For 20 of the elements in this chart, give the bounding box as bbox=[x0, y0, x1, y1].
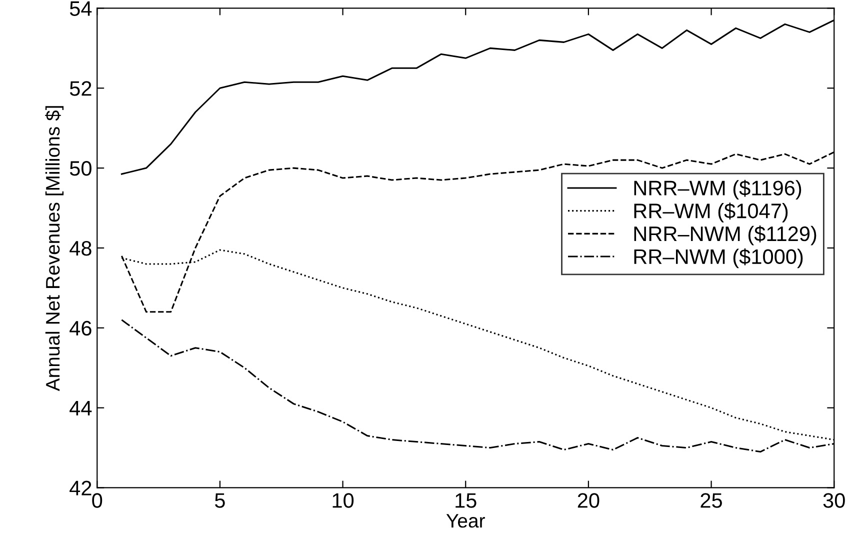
y-tick-label: 48 bbox=[70, 240, 92, 256]
legend-label: RR–NWM ($1000) bbox=[634, 248, 803, 268]
x-tick-label: 10 bbox=[332, 493, 354, 508]
y-tick-label: 42 bbox=[70, 480, 92, 496]
x-tick-label: 25 bbox=[700, 493, 722, 508]
x-tick-label: 5 bbox=[215, 493, 225, 508]
legend-label: RR–WM ($1047) bbox=[634, 202, 788, 222]
y-tick-label: 44 bbox=[70, 401, 92, 416]
legend-label: NRR–NWM ($1129) bbox=[634, 226, 816, 246]
legend-label: NRR–WM ($1196) bbox=[634, 180, 802, 200]
x-tick-label: 30 bbox=[823, 493, 845, 508]
y-axis-title: Annual Net Revenues [Millions $] bbox=[45, 106, 64, 392]
y-tick-label: 46 bbox=[70, 320, 92, 336]
y-tick-label: 54 bbox=[70, 1, 92, 16]
x-tick-label: 15 bbox=[456, 493, 476, 508]
x-tick-label: 20 bbox=[578, 493, 600, 508]
x-tick-label: 0 bbox=[92, 493, 102, 508]
y-tick-label: 50 bbox=[70, 161, 92, 176]
y-tick-label: 52 bbox=[70, 81, 92, 96]
x-axis-title: Year bbox=[446, 514, 485, 528]
